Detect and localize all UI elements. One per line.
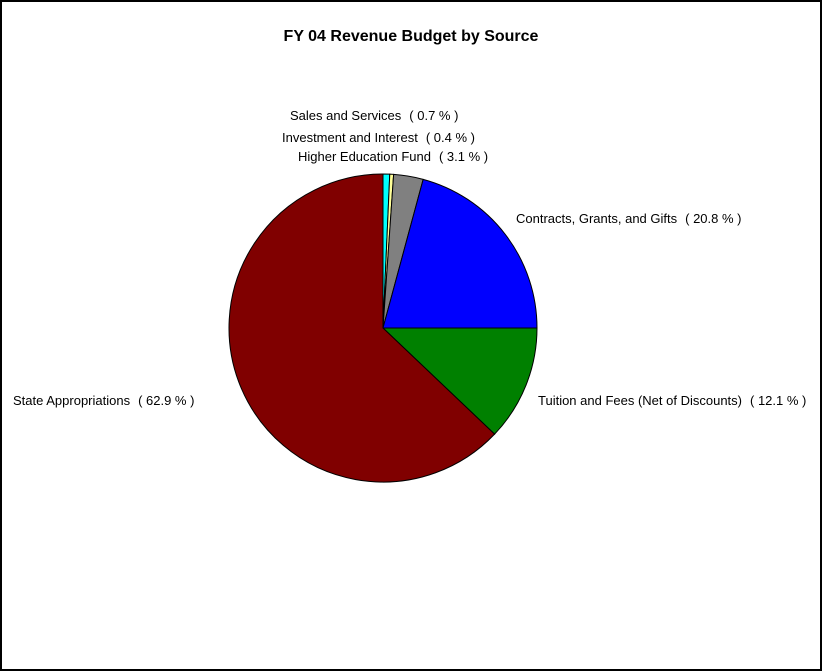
- slice-value: ( 12.1 % ): [750, 393, 806, 408]
- slice-label: Contracts, Grants, and Gifts ( 20.8 % ): [516, 211, 741, 226]
- slice-label: Tuition and Fees (Net of Discounts) ( 12.…: [538, 393, 806, 408]
- slice-label: Investment and Interest ( 0.4 % ): [282, 130, 475, 145]
- slice-value: ( 0.4 % ): [426, 130, 475, 145]
- slice-value: ( 62.9 % ): [138, 393, 194, 408]
- slice-value: ( 20.8 % ): [685, 211, 741, 226]
- slice-name: Higher Education Fund: [298, 149, 431, 164]
- slice-name: Tuition and Fees (Net of Discounts): [538, 393, 742, 408]
- slice-name: Investment and Interest: [282, 130, 418, 145]
- chart-title: FY 04 Revenue Budget by Source: [284, 28, 539, 45]
- slice-name: Contracts, Grants, and Gifts: [516, 211, 678, 226]
- slice-label: Higher Education Fund ( 3.1 % ): [298, 149, 488, 164]
- slice-value: ( 0.7 % ): [409, 108, 458, 123]
- slice-label: Sales and Services ( 0.7 % ): [290, 108, 458, 123]
- slice-value: ( 3.1 % ): [439, 149, 488, 164]
- pie-slice: [382, 178, 538, 329]
- pie-slice: [228, 173, 496, 483]
- slice-label: State Appropriations ( 62.9 % ): [13, 393, 194, 408]
- slice-name: State Appropriations: [13, 393, 131, 408]
- pie-slice: [381, 327, 538, 435]
- slice-name: Sales and Services: [290, 108, 402, 123]
